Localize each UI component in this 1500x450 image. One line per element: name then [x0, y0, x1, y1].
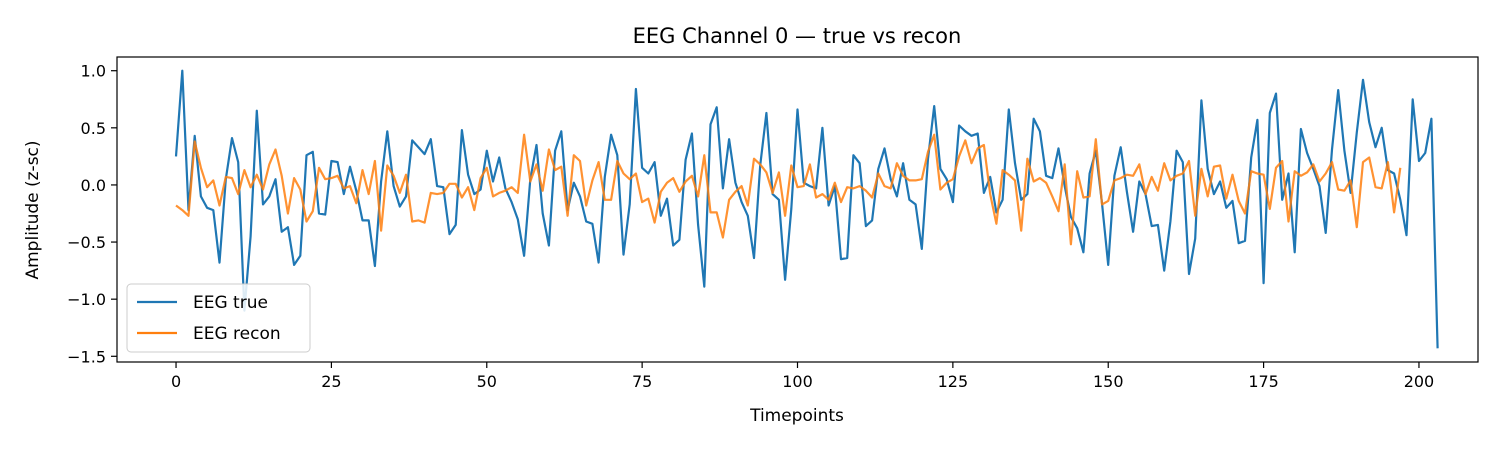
x-tick-label: 0 — [171, 372, 181, 391]
y-tick-label: 1.0 — [81, 62, 106, 81]
x-tick-label: 200 — [1404, 372, 1435, 391]
x-tick-label: 175 — [1248, 372, 1279, 391]
x-tick-label: 50 — [477, 372, 497, 391]
x-tick-label: 125 — [938, 372, 969, 391]
plot-area — [174, 69, 1439, 349]
y-axis-label: Amplitude (z-sc) — [23, 140, 43, 279]
x-tick-label: 150 — [1093, 372, 1124, 391]
chart-title: EEG Channel 0 — true vs recon — [633, 24, 962, 48]
series-line-eeg-recon — [175, 133, 1402, 246]
legend-label: EEG true — [193, 293, 268, 313]
y-tick-label: 0.0 — [81, 176, 106, 195]
series-line-eeg-true — [174, 69, 1439, 349]
legend: EEG true EEG recon — [126, 283, 311, 353]
x-axis-label: Timepoints — [749, 406, 844, 426]
x-tick-label: 25 — [321, 372, 341, 391]
y-tick-label: −1.0 — [67, 290, 106, 309]
axes-frame — [116, 56, 1479, 363]
axis-ticks: 0 25 50 75 100 125 150 175 200 −1.5 −1.0 −0.5 0.0 0.5… — [67, 62, 1434, 391]
x-tick-label: 100 — [782, 372, 813, 391]
legend-label: EEG recon — [193, 324, 281, 344]
x-tick-label: 75 — [632, 372, 652, 391]
y-tick-label: 0.5 — [81, 119, 106, 138]
y-tick-label: −1.5 — [67, 347, 106, 366]
y-tick-label: −0.5 — [67, 233, 106, 252]
